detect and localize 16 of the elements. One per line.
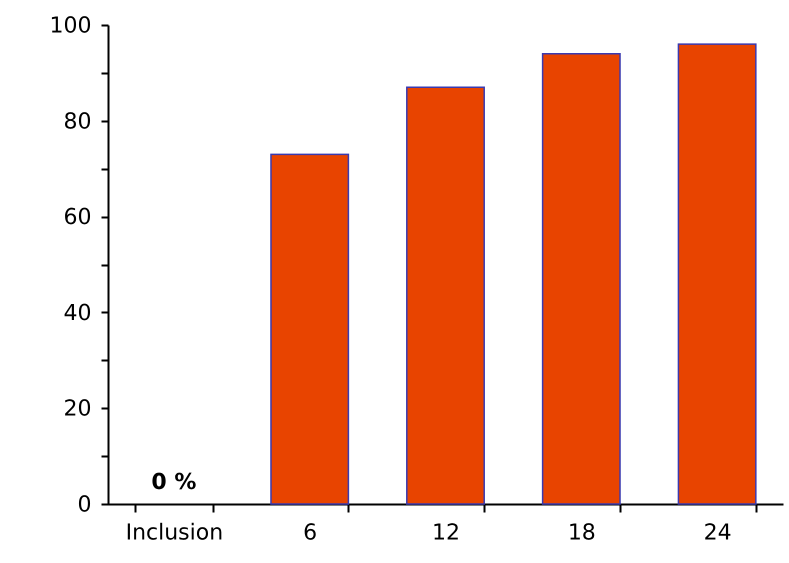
y-tick-label: 100 [50, 14, 92, 38]
y-tick-label: 40 [64, 300, 92, 326]
y-tick-label: 80 [64, 109, 92, 134]
x-tick-label: 18 [568, 520, 596, 546]
x-tick-label: 12 [432, 520, 460, 546]
y-tick-label: 0 [78, 492, 92, 518]
x-tick-label: 24 [704, 520, 732, 546]
annotation: 0 % [151, 470, 196, 495]
x-tick-label: 6 [303, 520, 318, 546]
bar [542, 52, 621, 505]
x-tick-label: Inclusion [126, 520, 224, 546]
bar [406, 86, 485, 505]
bar [270, 154, 350, 505]
bar [678, 43, 757, 505]
y-tick-label: 20 [64, 396, 92, 422]
y-tick-label: 60 [64, 205, 92, 230]
